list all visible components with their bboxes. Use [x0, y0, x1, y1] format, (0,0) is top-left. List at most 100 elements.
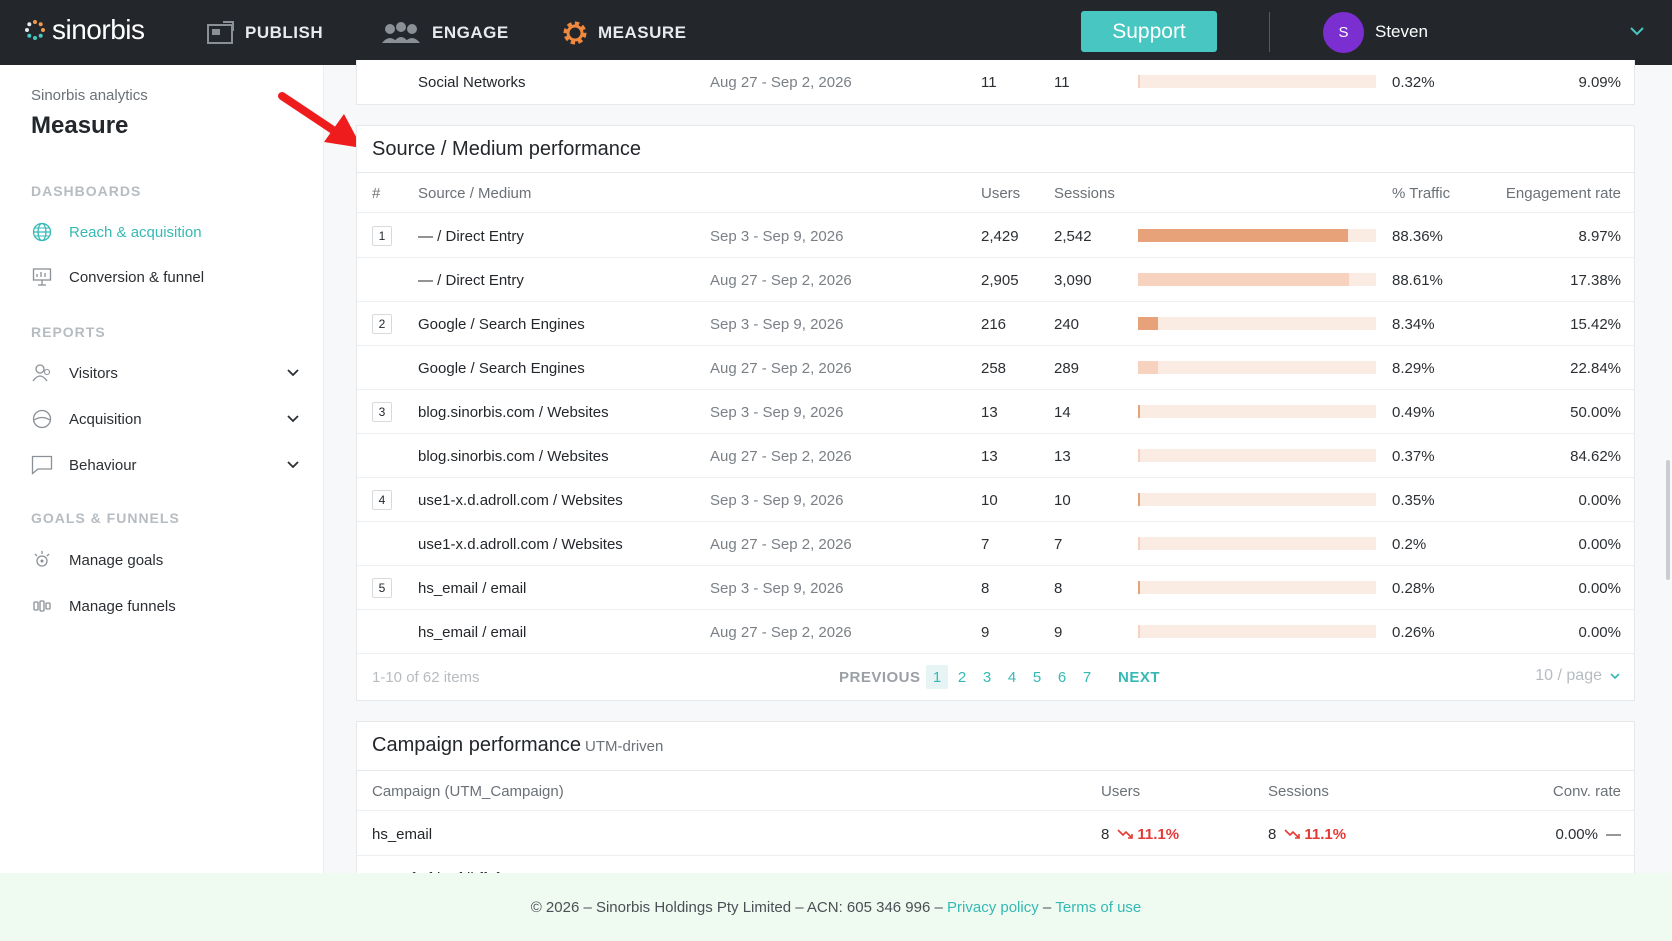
table-row: 4 use1-x.d.adroll.com / Websites Sep 3 - S… — [357, 478, 1635, 522]
traffic-bar-fill — [1138, 449, 1140, 462]
page-3-button[interactable]: 3 — [982, 668, 992, 686]
users-cell: 8 11.1% — [1101, 812, 1179, 856]
traffic-bar-track — [1138, 317, 1376, 330]
users-cell: 8 — [981, 579, 990, 597]
sidebar-item-conversion-funnel[interactable]: Conversion & funnel — [31, 263, 301, 291]
date-cell: Aug 27 - Sep 2, 2026 — [710, 535, 852, 553]
users-cell: 7 — [981, 535, 990, 553]
traffic-bar-fill — [1138, 361, 1158, 374]
trend-down-icon — [1117, 829, 1134, 839]
engagement-cell: 17.38% — [1570, 271, 1621, 289]
traffic-cell: 0.32% — [1392, 73, 1435, 91]
section-dashboards: DASHBOARDS — [31, 183, 142, 199]
sidebar-item-behaviour[interactable]: Behaviour — [31, 451, 301, 479]
previous-page-button[interactable]: PREVIOUS — [839, 669, 921, 686]
red-arrow-annotation — [278, 92, 362, 148]
sidebar-item-label: Reach & acquisition — [69, 223, 202, 241]
page-4-button[interactable]: 4 — [1007, 668, 1017, 686]
nav-engage[interactable]: ENGAGE — [380, 0, 509, 65]
header-conv-rate[interactable]: Conv. rate — [1552, 782, 1621, 800]
header-source[interactable]: Source / Medium — [418, 184, 532, 202]
table-row: Google / Search Engines Aug 27 - Sep 2, 2… — [357, 346, 1635, 390]
measure-gear-icon — [563, 21, 587, 44]
date-cell: Aug 27 - Sep 2, 2026 — [710, 447, 852, 465]
page-size-select[interactable]: 10 / page — [1535, 667, 1622, 685]
sidebar-item-visitors[interactable]: Visitors — [31, 359, 301, 387]
nav-publish[interactable]: PUBLISH — [207, 0, 323, 65]
page-6-button[interactable]: 6 — [1057, 668, 1067, 686]
header-users[interactable]: Users — [981, 184, 1021, 202]
privacy-policy-link[interactable]: Privacy policy — [947, 898, 1039, 916]
previous-table-tail: Social Networks Aug 27 - Sep 2, 2026 11 … — [356, 60, 1635, 105]
users-cell: 13 — [981, 447, 998, 465]
chevron-down-icon[interactable] — [285, 457, 301, 473]
traffic-bar-fill — [1138, 229, 1349, 242]
users-value: 8 — [1101, 825, 1110, 843]
sidebar-item-acquisition[interactable]: Acquisition — [31, 405, 301, 433]
page-2-button[interactable]: 2 — [957, 668, 967, 686]
source-cell: blog.sinorbis.com / Websites — [418, 403, 609, 421]
users-cell: 2,429 — [981, 227, 1019, 245]
user-avatar[interactable]: S — [1323, 12, 1364, 53]
sinorbis-logo-icon — [25, 20, 45, 40]
chevron-down-icon[interactable] — [285, 411, 301, 427]
campaign-subtitle: UTM-driven — [585, 738, 664, 755]
page-scrollbar[interactable] — [1666, 460, 1670, 580]
nav-measure[interactable]: MEASURE — [562, 0, 687, 65]
header-engagement[interactable]: Engagement rate — [1505, 184, 1621, 202]
table-row: hs_email 8 11.1% 8 11.1% 0.00% — — [357, 812, 1634, 856]
sidebar-item-manage-funnels[interactable]: Manage funnels — [31, 592, 301, 620]
sidebar-item-label: Acquisition — [69, 410, 142, 428]
users-cell: 13 — [981, 403, 998, 421]
chevron-down-icon[interactable] — [1628, 22, 1646, 40]
table-row: 3 blog.sinorbis.com / Websites Sep 3 - Sep… — [357, 390, 1635, 434]
header-sessions[interactable]: Sessions — [1268, 782, 1329, 800]
sidebar-item-reach-acquisition[interactable]: Reach & acquisition — [31, 218, 301, 246]
rank-badge: 2 — [372, 314, 392, 334]
date-cell: Sep 3 - Sep 9, 2026 — [710, 579, 844, 597]
traffic-cell: 0.35% — [1392, 491, 1435, 509]
traffic-bar-fill — [1138, 75, 1140, 88]
page-7-button[interactable]: 7 — [1082, 668, 1092, 686]
pagination-summary: 1-10 of 62 items — [372, 669, 480, 686]
page-1-button[interactable]: 1 — [926, 665, 948, 689]
traffic-cell: 8.29% — [1392, 359, 1435, 377]
engagement-cell: 22.84% — [1570, 359, 1621, 377]
date-cell: Sep 3 - Sep 9, 2026 — [710, 315, 844, 333]
goal-target-icon — [34, 551, 50, 567]
source-cell: blog.sinorbis.com / Websites — [418, 447, 609, 465]
engagement-cell: 8.97% — [1578, 227, 1621, 245]
traffic-bar-fill — [1138, 537, 1140, 550]
topbar-divider — [1269, 12, 1270, 52]
sessions-cell: 289 — [1054, 359, 1080, 377]
terms-of-use-link[interactable]: Terms of use — [1055, 898, 1142, 916]
users-cell: 258 — [981, 359, 1007, 377]
users-cell: 10 — [981, 491, 998, 509]
nav-engage-label: ENGAGE — [432, 22, 509, 42]
table-row: Social Networks Aug 27 - Sep 2, 2026 11 … — [357, 60, 1635, 104]
sessions-cell: 8 — [1054, 579, 1063, 597]
engagement-cell: 0.00% — [1578, 623, 1621, 641]
header-sessions[interactable]: Sessions — [1054, 184, 1115, 202]
header-campaign[interactable]: Campaign (UTM_Campaign) — [372, 782, 564, 800]
next-page-button[interactable]: NEXT — [1118, 669, 1161, 686]
sinorbis-logo[interactable]: sinorbis — [24, 14, 145, 46]
header-traffic[interactable]: % Traffic — [1392, 184, 1451, 202]
engagement-cell: 50.00% — [1570, 403, 1621, 421]
source-medium-card: Source / Medium performance # Source / M… — [356, 125, 1635, 701]
header-users[interactable]: Users — [1101, 782, 1141, 800]
date-cell: Sep 3 - Sep 9, 2026 — [710, 491, 844, 509]
section-reports: REPORTS — [31, 324, 106, 340]
table-row: — / Direct Entry Aug 27 - Sep 2, 2026 2,90… — [357, 258, 1635, 302]
support-button[interactable]: Support — [1081, 11, 1217, 52]
traffic-bar-track — [1138, 405, 1376, 418]
user-name[interactable]: Steven — [1375, 22, 1428, 41]
sessions-cell: 13 — [1054, 447, 1071, 465]
chevron-down-icon[interactable] — [285, 365, 301, 381]
conv-value: 0.00% — [1555, 825, 1598, 843]
sidebar-item-manage-goals[interactable]: Manage goals — [31, 546, 301, 574]
page-5-button[interactable]: 5 — [1032, 668, 1042, 686]
engagement-cell: 0.00% — [1578, 579, 1621, 597]
traffic-cell: 0.28% — [1392, 579, 1435, 597]
table-row: 1 — / Direct Entry Sep 3 - Sep 9, 2026 2,42… — [357, 214, 1635, 258]
